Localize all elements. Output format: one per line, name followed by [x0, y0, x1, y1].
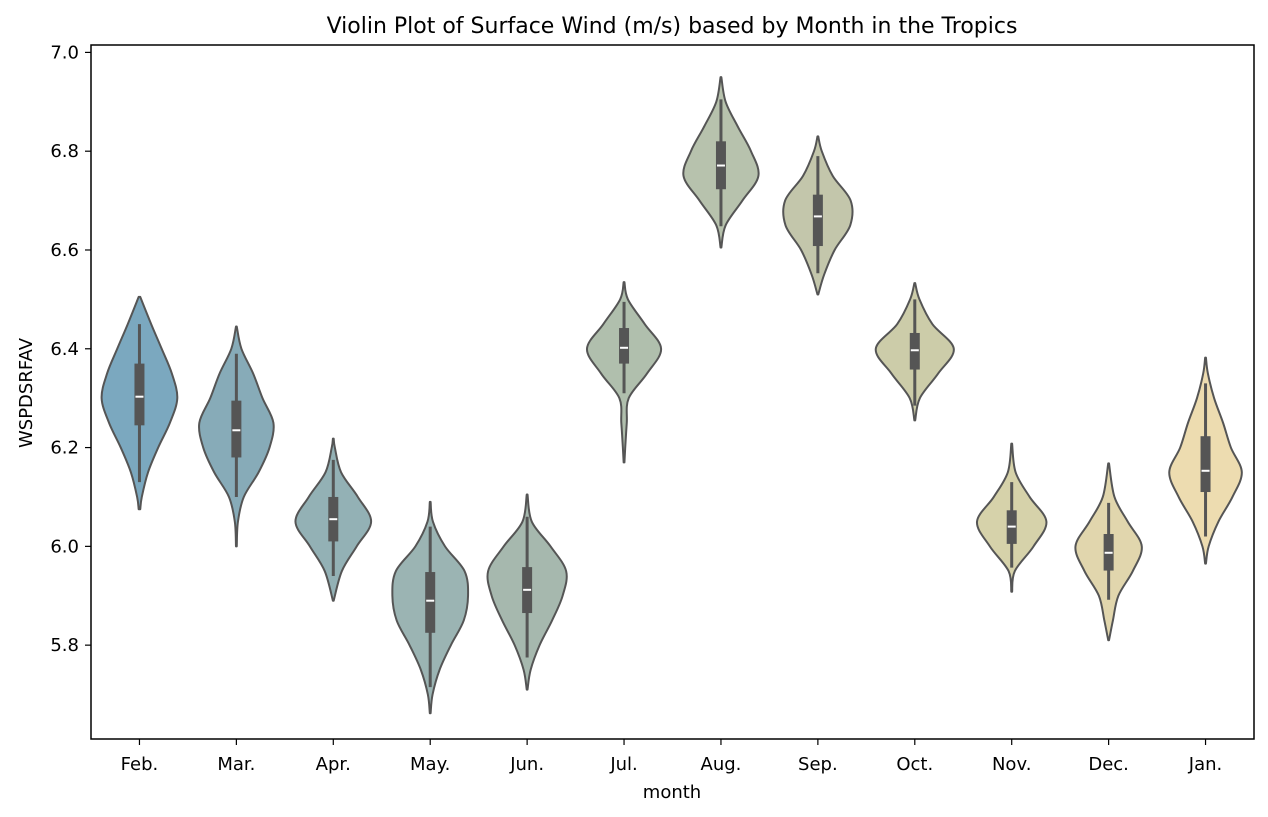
- violin-iqr-box: [425, 572, 436, 633]
- x-tick-label: Apr.: [316, 754, 351, 775]
- violin-dec: [1074, 462, 1143, 642]
- y-tick-label: 6.6: [50, 240, 79, 261]
- axes: Feb. Mar. Apr. May. Jun. Jul. Aug. Sep. Oct. Nov.…: [50, 42, 1222, 775]
- violin-nov: [975, 442, 1048, 593]
- y-tick-label: 6.8: [50, 141, 79, 162]
- violin-iqr-box: [1200, 436, 1211, 493]
- violin-jul: [585, 281, 663, 464]
- x-tick-label: Feb.: [121, 754, 159, 775]
- y-tick-label: 6.4: [50, 339, 79, 360]
- violin-oct: [874, 282, 955, 422]
- violin-mar: [198, 325, 275, 548]
- y-tick-label: 5.8: [50, 635, 79, 656]
- x-tick-label: Oct.: [896, 754, 933, 775]
- violin-jan: [1168, 356, 1243, 565]
- y-tick-label: 6.0: [50, 536, 79, 557]
- plot-frame: [90, 44, 1255, 740]
- x-axis-label: month: [643, 782, 701, 803]
- x-tick-label: Aug.: [701, 754, 742, 775]
- x-tick-label: May.: [410, 754, 450, 775]
- x-tick-label: Jun.: [509, 754, 544, 775]
- chart-title: Violin Plot of Surface Wind (m/s) based …: [327, 14, 1018, 39]
- violin-aug: [682, 76, 760, 249]
- violin-may: [391, 500, 470, 715]
- y-tick-label: 6.2: [50, 438, 79, 459]
- x-tick-label: Nov.: [992, 754, 1031, 775]
- violin-jun: [486, 493, 568, 691]
- x-tick-label: Jan.: [1188, 754, 1222, 775]
- violin-feb: [100, 295, 179, 511]
- plot-area: [100, 76, 1243, 715]
- violin-sep: [782, 135, 854, 296]
- x-tick-label: Sep.: [798, 754, 838, 775]
- x-tick-label: Mar.: [217, 754, 255, 775]
- y-axis-label: WSPDSRFAV: [16, 337, 37, 448]
- x-tick-label: Jul.: [609, 754, 637, 775]
- violin-iqr-box: [619, 328, 630, 364]
- violin-apr: [294, 437, 373, 602]
- x-tick-label: Dec.: [1088, 754, 1129, 775]
- violin-iqr-box: [812, 194, 823, 247]
- violin-iqr-box: [134, 363, 145, 426]
- y-tick-label: 7.0: [50, 42, 79, 63]
- violin-iqr-box: [231, 400, 242, 458]
